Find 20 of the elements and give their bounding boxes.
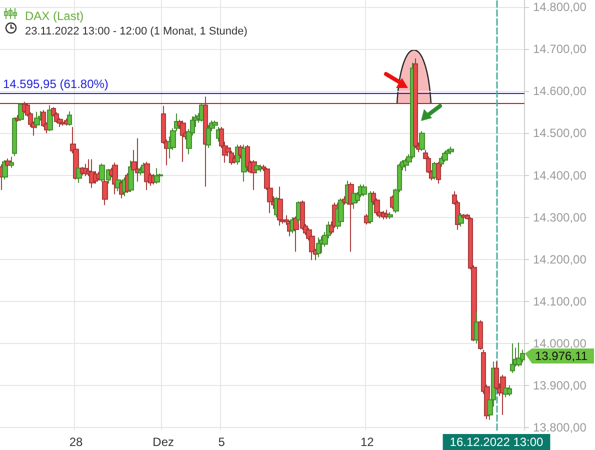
x-tick-label: 12 <box>360 435 374 449</box>
x-tick-label: Dez <box>152 435 174 449</box>
x-tick-label: 16.12.2022 13:00 <box>450 435 544 449</box>
y-tick-label: 13.800,00 <box>533 420 587 434</box>
ref-line-label: 14.595,95 (61.80%) <box>3 76 108 91</box>
y-tick-label: 14.300,00 <box>533 210 587 224</box>
text: 13.976,11 <box>535 348 588 363</box>
y-tick-label: 14.400,00 <box>533 168 587 182</box>
x-tick-label: 28 <box>69 435 84 449</box>
y-tick-label: 13.900,00 <box>533 378 587 392</box>
y-tick-label: 14.700,00 <box>533 42 587 56</box>
text: DAX (Last) <box>25 9 84 23</box>
y-tick-label: 14.500,00 <box>533 126 587 140</box>
y-tick-label: 14.100,00 <box>533 294 587 308</box>
y-tick-label: 14.200,00 <box>533 252 587 266</box>
x-tick-label: 5 <box>218 435 226 449</box>
y-tick-label: 14.800,00 <box>533 0 587 14</box>
text: 23.11.2022 13:00 - 12:00 (1 Monat, 1 Stunde) <box>25 26 248 38</box>
y-tick-label: 14.600,00 <box>533 84 587 98</box>
y-tick-label: 14.000,00 <box>533 336 587 350</box>
